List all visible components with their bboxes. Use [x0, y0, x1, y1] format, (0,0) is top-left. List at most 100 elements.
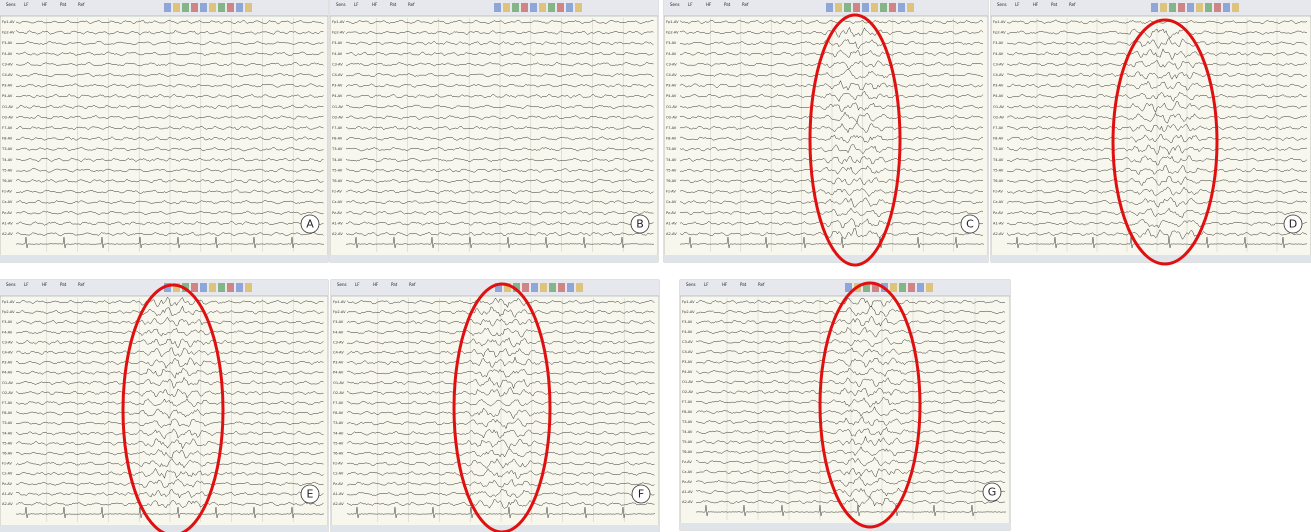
- toolbar-icon: [1196, 3, 1203, 12]
- channel-label: C3-AV: [682, 340, 693, 344]
- toolbar-icon: [209, 3, 216, 12]
- channel-label: Cz-AV: [2, 472, 13, 476]
- panel-letter: B: [636, 218, 644, 231]
- toolbar-icon: [227, 3, 234, 12]
- toolbar-icon: [1151, 3, 1158, 12]
- toolbar-icon: [1232, 3, 1239, 12]
- toolbar-icon: [191, 3, 198, 12]
- status-bar: [680, 523, 1010, 530]
- status-bar: [664, 255, 988, 262]
- toolbar-icon: [907, 3, 914, 12]
- channel-label: A1-AV: [993, 221, 1004, 225]
- toolbar-label: HF: [42, 282, 48, 287]
- panel-letter: E: [307, 488, 314, 501]
- channel-label: A2-AV: [2, 502, 13, 506]
- toolbar-icon: [926, 283, 933, 292]
- toolbar-icon: [862, 3, 869, 12]
- channel-label: P3-AV: [993, 84, 1004, 88]
- channel-label: P4-AV: [682, 370, 693, 374]
- channel-label: O2-AV: [333, 391, 345, 395]
- toolbar-icon: [494, 3, 501, 12]
- channel-label: F8-AV: [2, 137, 13, 141]
- channel-label: O1-AV: [2, 381, 14, 385]
- channel-label: Fz-AV: [682, 460, 692, 464]
- channel-label: C3-AV: [666, 62, 677, 66]
- channel-label: F7-AV: [2, 401, 13, 405]
- channel-label: T6-AV: [1, 452, 13, 456]
- channel-label: F3-AV: [332, 41, 343, 45]
- toolbar-icon: [182, 3, 189, 12]
- channel-label: Cz-AV: [332, 200, 343, 204]
- channel-label: Fz-AV: [2, 190, 12, 194]
- channel-label: T4-AV: [332, 431, 344, 435]
- toolbar-icon: [1160, 3, 1167, 12]
- toolbar-label: LF: [1015, 2, 1020, 7]
- channel-label: T5-AV: [1, 168, 13, 172]
- channel-label: T3-AV: [1, 421, 13, 425]
- toolbar-label: Pat: [60, 282, 67, 287]
- channel-label: F7-AV: [332, 126, 343, 130]
- channel-label: Cz-AV: [666, 200, 677, 204]
- channel-label: O2-AV: [993, 115, 1005, 119]
- channel-label: F3-AV: [993, 41, 1004, 45]
- toolbar-icon: [557, 3, 564, 12]
- toolbar-label: HF: [722, 282, 728, 287]
- channel-label: T6-AV: [332, 452, 344, 456]
- channel-label: Fz-AV: [332, 190, 342, 194]
- channel-label: C3-AV: [333, 340, 344, 344]
- toolbar-label: LF: [354, 2, 359, 7]
- toolbar-icon: [503, 3, 510, 12]
- channel-label: F4-AV: [682, 330, 693, 334]
- toolbar-label: HF: [42, 2, 48, 7]
- toolbar-icon: [227, 283, 234, 292]
- status-bar: [0, 525, 328, 532]
- panel-letter: C: [966, 218, 974, 231]
- channel-label: A1-AV: [666, 221, 677, 225]
- toolbar-icon: [871, 3, 878, 12]
- channel-label: C3-AV: [2, 62, 13, 66]
- channel-label: F7-AV: [2, 126, 13, 130]
- toolbar-icon: [218, 283, 225, 292]
- channel-label: Pz-AV: [993, 211, 1003, 215]
- channel-label: T3-AV: [681, 420, 693, 424]
- channel-label: Fp2-AV: [2, 31, 15, 35]
- channel-label: C4-AV: [332, 73, 343, 77]
- channel-label: Fp2-AV: [666, 31, 679, 35]
- toolbar-label: Pat: [60, 2, 67, 7]
- channel-label: Fz-AV: [333, 462, 343, 466]
- channel-label: P3-AV: [2, 84, 13, 88]
- channel-label: A2-AV: [332, 232, 343, 236]
- toolbar-label: LF: [24, 282, 29, 287]
- figure: SensLFHFPatRefFp1-AVFp2-AVF3-AVF4-AVC3-A…: [0, 0, 1311, 532]
- toolbar-icon: [245, 3, 252, 12]
- status-bar: [0, 255, 328, 262]
- channel-label: P4-AV: [2, 94, 13, 98]
- toolbar-icon: [844, 3, 851, 12]
- channel-label: T6-AV: [681, 450, 693, 454]
- toolbar-label: HF: [372, 2, 378, 7]
- channel-label: A1-AV: [2, 221, 13, 225]
- toolbar-icon: [890, 283, 897, 292]
- channel-label: F4-AV: [666, 52, 677, 56]
- toolbar-icon: [576, 283, 583, 292]
- channel-label: F3-AV: [333, 320, 344, 324]
- channel-label: Pz-AV: [332, 211, 342, 215]
- toolbar-icon: [200, 283, 207, 292]
- channel-label: O1-AV: [666, 105, 678, 109]
- toolbar-icon: [1187, 3, 1194, 12]
- toolbar-label: Pat: [724, 2, 731, 7]
- toolbar-icon: [539, 3, 546, 12]
- channel-label: T5-AV: [332, 441, 344, 445]
- channel-label: F8-AV: [666, 137, 677, 141]
- channel-label: Pz-AV: [666, 211, 676, 215]
- channel-label: C4-AV: [2, 351, 13, 355]
- channel-label: F8-AV: [682, 410, 693, 414]
- toolbar-icon: [164, 3, 171, 12]
- toolbar-label: LF: [688, 2, 693, 7]
- channel-label: O2-AV: [332, 115, 344, 119]
- panel-letter: G: [988, 486, 997, 499]
- channel-label: A2-AV: [682, 500, 693, 504]
- channel-label: Fp2-AV: [993, 31, 1006, 35]
- channel-label: Cz-AV: [2, 200, 13, 204]
- toolbar-label: Sens: [686, 282, 696, 287]
